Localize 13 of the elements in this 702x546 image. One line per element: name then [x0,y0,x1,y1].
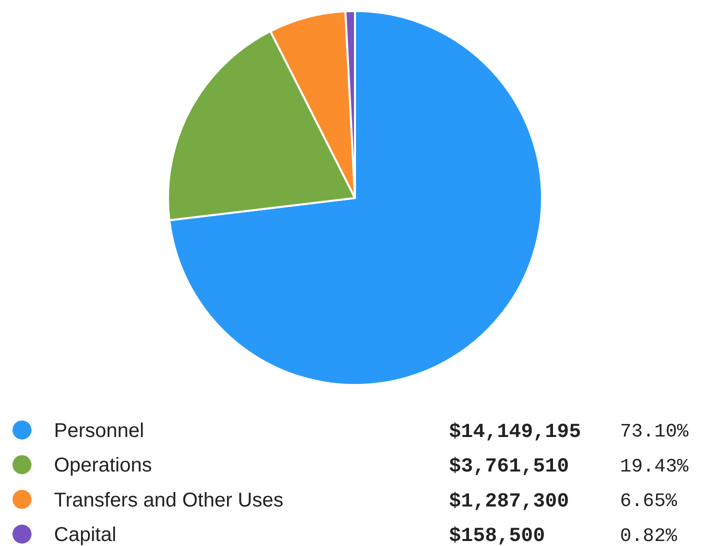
legend-label: Personnel [54,420,144,442]
legend-label: Transfers and Other Uses [54,489,284,512]
data-label: $158,500 [449,525,546,546]
data-label: $3,761,510 [449,456,570,479]
text: 0.82% [620,524,678,546]
text: 73.10% [620,420,690,443]
data-label: $1,287,300 [449,490,570,514]
pie-slice [168,10,543,386]
text: 19.43% [620,455,690,478]
legend-label: Operations [54,454,152,477]
text: 6.65% [620,490,678,512]
data-label: $14,149,195 [449,421,582,444]
legend-label: Capital [54,524,116,546]
